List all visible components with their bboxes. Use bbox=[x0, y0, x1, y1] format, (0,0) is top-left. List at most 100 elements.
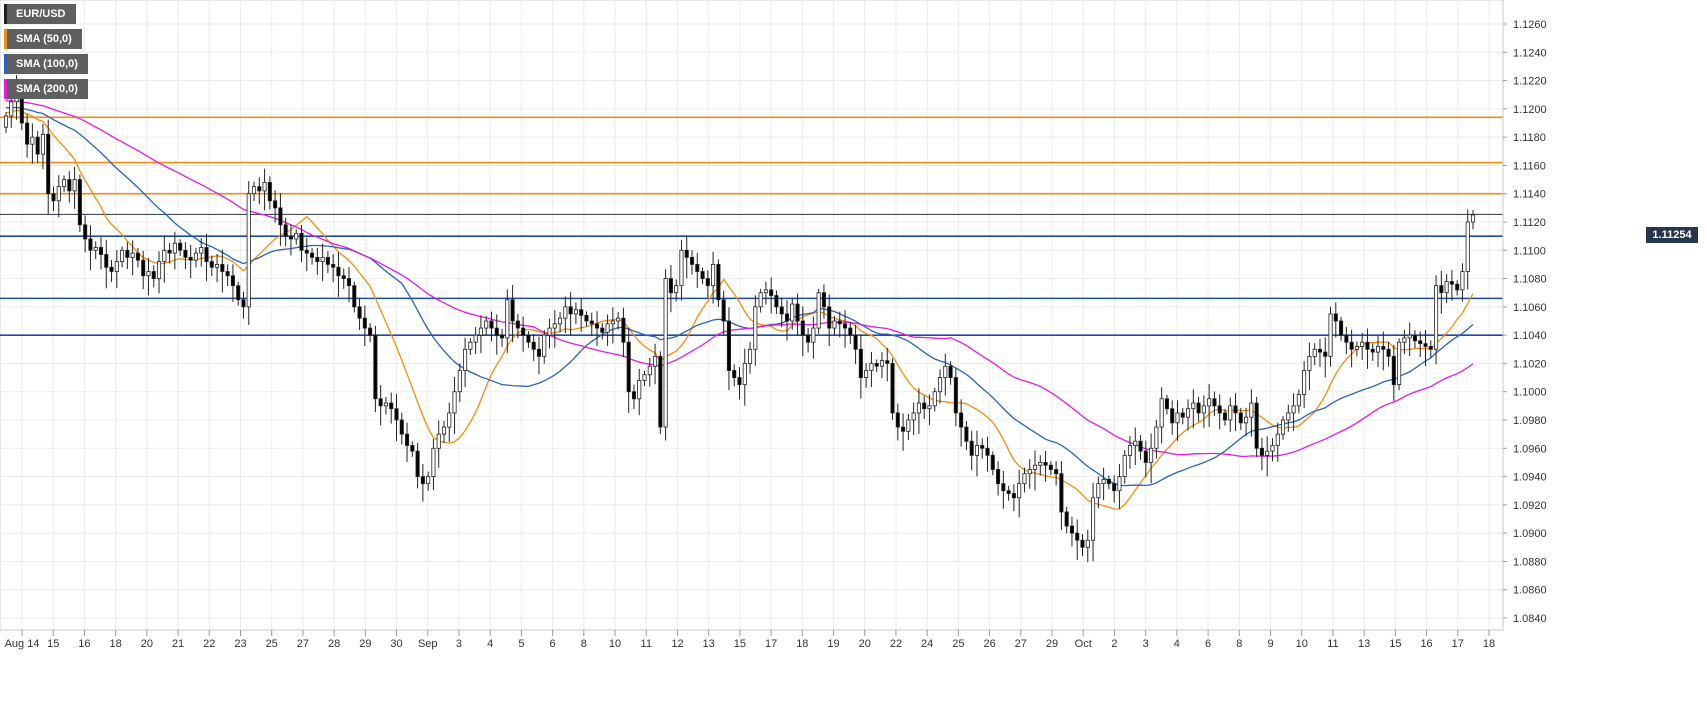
candle-bearish bbox=[325, 256, 330, 265]
candle-bearish bbox=[890, 363, 895, 414]
candle-bearish bbox=[236, 285, 241, 301]
candle-bullish bbox=[1460, 271, 1465, 291]
candle-bullish bbox=[1402, 337, 1407, 343]
candle-bullish bbox=[193, 252, 199, 261]
candle-bearish bbox=[589, 320, 594, 325]
candle-bearish bbox=[1222, 412, 1228, 421]
candle-bullish bbox=[72, 179, 77, 192]
candle-bullish bbox=[1312, 348, 1317, 357]
candle-bullish bbox=[1032, 464, 1038, 470]
price-axis: 1.1260 1.1240 1.1220 1.1200 1.1180 1.1160 1.11… bbox=[1502, 0, 1547, 630]
candle-bearish bbox=[1112, 483, 1117, 492]
candle-bearish bbox=[1212, 398, 1217, 407]
candle-bullish bbox=[864, 370, 869, 378]
legend-swatch bbox=[4, 79, 7, 99]
candle-bullish bbox=[943, 365, 948, 378]
candle-bearish bbox=[405, 433, 410, 446]
x-tick-label: 17 bbox=[1452, 638, 1464, 650]
candle-bearish bbox=[895, 412, 900, 428]
x-tick-label: 16 bbox=[78, 638, 90, 650]
candle-bearish bbox=[784, 313, 790, 322]
candle-bullish bbox=[130, 252, 135, 258]
candle-bullish bbox=[1038, 462, 1043, 466]
y-tick-label: 1.0900 bbox=[1513, 528, 1547, 540]
candle-bearish bbox=[858, 348, 863, 378]
legend-item-sma50[interactable]: SMA (50,0) bbox=[4, 29, 82, 49]
candle-bearish bbox=[1138, 440, 1143, 452]
legend-item-sma100[interactable]: SMA (100,0) bbox=[4, 54, 88, 74]
candle-bearish bbox=[1259, 447, 1264, 456]
y-tick-label: 1.0980 bbox=[1513, 415, 1547, 427]
legend-swatch bbox=[4, 54, 7, 74]
candle-bullish bbox=[1159, 398, 1164, 428]
candle-bearish bbox=[1233, 405, 1238, 414]
candle-bearish bbox=[273, 200, 278, 209]
candle-bullish bbox=[573, 309, 578, 315]
x-tick-label: 17 bbox=[765, 638, 777, 650]
candle-bearish bbox=[1365, 341, 1370, 350]
candle-bullish bbox=[146, 271, 151, 277]
candle-bearish bbox=[420, 476, 425, 485]
candle-bearish bbox=[67, 179, 72, 192]
x-tick-label: 29 bbox=[359, 638, 371, 650]
y-tick-label: 1.1120 bbox=[1513, 217, 1546, 229]
legend-label: SMA (50,0) bbox=[16, 33, 72, 45]
candle-bearish bbox=[584, 314, 589, 322]
x-tick-label: 20 bbox=[859, 638, 871, 650]
x-tick-label: 18 bbox=[1483, 638, 1495, 650]
candle-bullish bbox=[473, 334, 478, 343]
candle-bearish bbox=[684, 249, 689, 258]
candle-bullish bbox=[441, 426, 447, 435]
candle-bearish bbox=[695, 264, 700, 272]
candle-bearish bbox=[315, 256, 320, 263]
plot-area bbox=[0, 0, 1504, 631]
candle-bullish bbox=[563, 306, 568, 319]
x-tick-label: 20 bbox=[141, 638, 153, 650]
candle-bullish bbox=[1270, 445, 1275, 452]
candle-bearish bbox=[853, 334, 858, 350]
candle-bearish bbox=[848, 327, 853, 336]
candle-bullish bbox=[114, 261, 119, 272]
candle-bearish bbox=[104, 254, 109, 268]
candle-bullish bbox=[1127, 445, 1133, 456]
time-axis: Aug 14 15 16 18 20 21 22 23 25 27 28 29 30 Sep 3 4 5 6 8 10… bbox=[0, 629, 1503, 650]
x-tick-label: 11 bbox=[1327, 638, 1338, 650]
candle-bullish bbox=[156, 261, 162, 279]
candle-bearish bbox=[1196, 402, 1201, 414]
candle-bearish bbox=[1455, 283, 1460, 291]
candle-bullish bbox=[246, 193, 251, 308]
candle-bearish bbox=[1381, 346, 1386, 350]
candle-bullish bbox=[1444, 280, 1449, 294]
candle-bearish bbox=[257, 186, 262, 192]
legend-item-sma200[interactable]: SMA (200,0) bbox=[4, 79, 88, 99]
legend-item-eurusd[interactable]: EUR/USD bbox=[4, 4, 76, 24]
candle-bearish bbox=[568, 306, 573, 315]
candle-bullish bbox=[1265, 450, 1270, 456]
candle-bearish bbox=[1170, 408, 1175, 424]
candle-bearish bbox=[901, 426, 906, 432]
y-tick-label: 1.1160 bbox=[1513, 160, 1546, 172]
candle-bearish bbox=[1180, 412, 1185, 418]
candle-bullish bbox=[199, 247, 204, 254]
candle-bullish bbox=[642, 374, 647, 381]
candle-bullish bbox=[436, 433, 441, 449]
candle-bearish bbox=[1423, 343, 1428, 347]
candle-bearish bbox=[109, 266, 114, 272]
candle-bearish bbox=[700, 271, 705, 279]
x-tick-label: Oct bbox=[1075, 638, 1092, 650]
candle-bearish bbox=[1054, 469, 1059, 475]
candle-bullish bbox=[616, 317, 621, 322]
candle-bullish bbox=[1296, 394, 1301, 407]
candle-bullish bbox=[1286, 412, 1291, 421]
candle-bearish bbox=[1418, 340, 1423, 345]
candle-bullish bbox=[1175, 412, 1180, 424]
candle-bearish bbox=[1323, 351, 1328, 357]
candle-bullish bbox=[1249, 402, 1254, 418]
candle-bearish bbox=[1344, 334, 1349, 343]
candle-bearish bbox=[1428, 346, 1433, 350]
x-tick-label: 8 bbox=[581, 638, 587, 650]
candle-bullish bbox=[653, 355, 658, 367]
candle-bullish bbox=[1228, 405, 1233, 421]
x-tick-label: 11 bbox=[641, 638, 652, 650]
candle-bearish bbox=[1069, 525, 1074, 534]
